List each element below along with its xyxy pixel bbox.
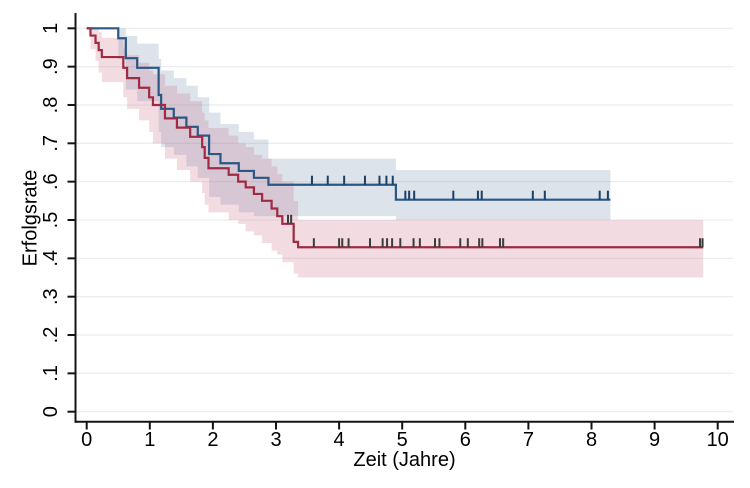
x-tick-label: 7 [523, 429, 534, 451]
y-tick-label: .9 [40, 58, 62, 75]
axes [74, 13, 734, 423]
x-tick-label: 3 [270, 429, 281, 451]
x-axis-title: Zeit (Jahre) [353, 449, 456, 471]
x-tick-label: 4 [334, 429, 345, 451]
x-tick-label: 2 [207, 429, 218, 451]
x-tick-label: 10 [707, 429, 729, 451]
y-tick-label: 0 [40, 406, 62, 417]
y-tick-label: .1 [40, 365, 62, 382]
x-tick-label: 1 [144, 429, 155, 451]
x-tick-label: 0 [81, 429, 92, 451]
gridlines [76, 27, 733, 413]
y-tick-label: .8 [40, 97, 62, 114]
censor-ticks-navy [310, 175, 609, 200]
x-tick-label: 8 [586, 429, 597, 451]
y-axis-title: Erfolgsrate [19, 169, 42, 267]
y-tick-label: .2 [40, 327, 62, 344]
series-maroon-ci-band [90, 28, 704, 278]
y-tick-label: 1 [40, 23, 62, 34]
y-tick-label: .5 [40, 212, 62, 229]
x-tick-label: 6 [460, 429, 471, 451]
y-tick-label: .7 [40, 135, 62, 152]
y-tick-label: .4 [40, 250, 62, 267]
series-navy-ci-band [118, 28, 611, 220]
y-tick-label: .3 [40, 288, 62, 305]
series-maroon-line [86, 27, 704, 249]
censor-ticks-maroon [286, 214, 704, 248]
x-tick-label: 5 [397, 429, 408, 451]
x-axis-ticks: 0 1 2 3 4 5 6 7 8 9 10 [81, 421, 729, 451]
x-tick-label: 9 [649, 429, 660, 451]
y-axis-ticks: 0 .1 .2 .3 .4 .5 .6 .7 .8 .9 1 [40, 23, 76, 417]
series-navy-line [86, 27, 611, 201]
y-tick-label: .6 [40, 173, 62, 190]
